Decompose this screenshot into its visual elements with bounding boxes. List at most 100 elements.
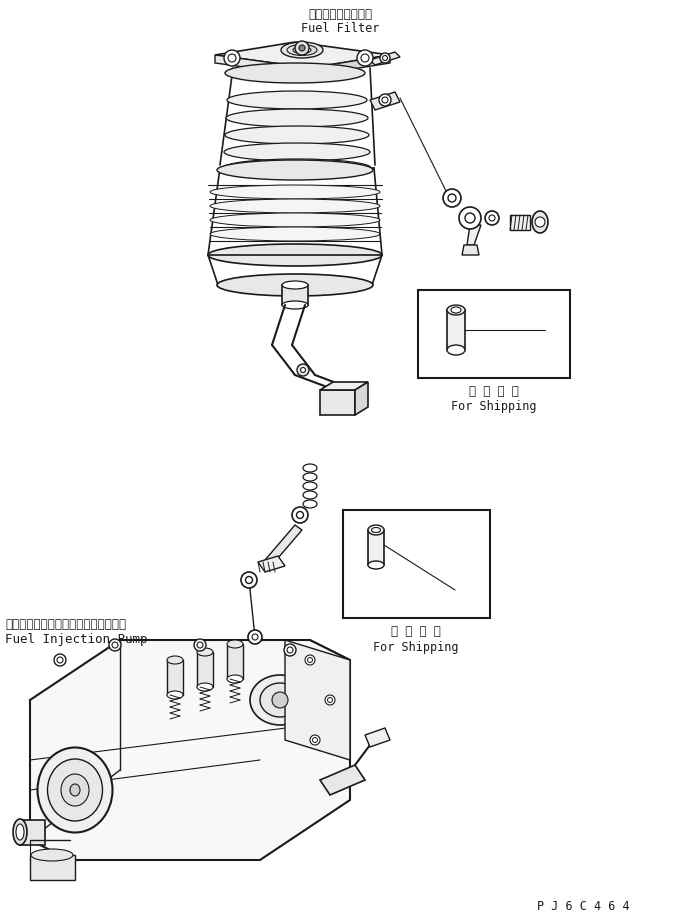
Circle shape [248,630,262,644]
Ellipse shape [31,849,73,861]
Circle shape [443,189,461,207]
Text: P J 6 C 4 6 4: P J 6 C 4 6 4 [537,900,630,913]
Ellipse shape [303,500,317,508]
Circle shape [284,644,296,656]
Circle shape [228,54,236,62]
Circle shape [310,735,320,745]
Ellipse shape [70,784,80,796]
Polygon shape [215,42,390,68]
Circle shape [287,647,293,653]
Bar [343,510,490,618]
Polygon shape [215,55,310,76]
Ellipse shape [37,747,113,833]
Circle shape [224,50,240,66]
Bar [418,290,570,378]
Polygon shape [227,644,243,679]
Polygon shape [30,855,75,880]
Ellipse shape [210,227,380,241]
Text: For Shipping: For Shipping [452,400,537,413]
Polygon shape [197,652,213,687]
Ellipse shape [16,824,24,840]
Text: For Shipping: For Shipping [373,641,459,654]
Circle shape [325,695,335,705]
Circle shape [489,215,495,221]
Circle shape [382,55,388,61]
Circle shape [57,657,63,663]
Circle shape [297,512,304,518]
Ellipse shape [368,525,384,535]
Circle shape [382,97,388,103]
Circle shape [109,639,121,651]
Circle shape [295,41,309,55]
Circle shape [485,211,499,225]
Ellipse shape [281,42,323,58]
Text: フェエルフィルダ: フェエルフィルダ [308,8,372,21]
Ellipse shape [282,281,308,289]
Text: Fuel Filter: Fuel Filter [301,22,379,35]
Ellipse shape [224,143,370,161]
Circle shape [305,655,315,665]
Ellipse shape [167,656,183,664]
Ellipse shape [371,528,380,532]
Polygon shape [370,92,400,110]
Circle shape [459,207,481,229]
Ellipse shape [287,44,317,55]
Text: 運 搜 部 品: 運 搜 部 品 [391,625,441,638]
Ellipse shape [167,691,183,699]
Ellipse shape [447,345,465,355]
Circle shape [252,634,258,640]
Ellipse shape [225,126,369,144]
Ellipse shape [197,648,213,656]
Ellipse shape [217,160,373,180]
Ellipse shape [303,473,317,481]
Polygon shape [320,382,368,390]
Ellipse shape [227,640,243,648]
Ellipse shape [250,675,310,725]
Polygon shape [310,55,390,76]
Circle shape [327,698,333,702]
Circle shape [246,576,253,584]
Polygon shape [467,225,481,245]
Ellipse shape [226,109,368,127]
Circle shape [379,94,391,106]
Ellipse shape [223,159,371,177]
Ellipse shape [282,301,308,309]
Polygon shape [265,525,302,565]
Polygon shape [20,820,45,845]
Ellipse shape [225,63,365,83]
Circle shape [465,213,475,223]
Circle shape [272,692,288,708]
Circle shape [301,368,306,372]
Ellipse shape [61,774,89,806]
Polygon shape [285,640,350,760]
Ellipse shape [13,819,27,845]
Ellipse shape [227,91,367,109]
Circle shape [448,194,456,202]
Polygon shape [510,215,530,230]
Ellipse shape [48,759,103,821]
Text: フェエルインシェクションベンブ: フェエルインシェクションベンブ [5,618,126,631]
Text: 運 搜 部 品: 運 搜 部 品 [469,385,519,398]
Ellipse shape [260,683,300,717]
Ellipse shape [303,491,317,499]
Ellipse shape [197,683,213,691]
Polygon shape [447,310,465,350]
Circle shape [197,642,203,648]
Ellipse shape [227,675,243,683]
Circle shape [297,364,309,376]
Ellipse shape [217,274,373,296]
Circle shape [112,642,118,648]
Polygon shape [462,245,479,255]
Polygon shape [320,765,365,795]
Circle shape [194,639,206,651]
Ellipse shape [303,482,317,490]
Circle shape [54,654,66,666]
Circle shape [241,572,257,588]
Polygon shape [370,52,400,65]
Ellipse shape [210,199,380,213]
Circle shape [292,507,308,523]
Circle shape [380,53,390,63]
Ellipse shape [208,244,382,266]
Polygon shape [368,530,384,565]
Ellipse shape [210,213,380,227]
